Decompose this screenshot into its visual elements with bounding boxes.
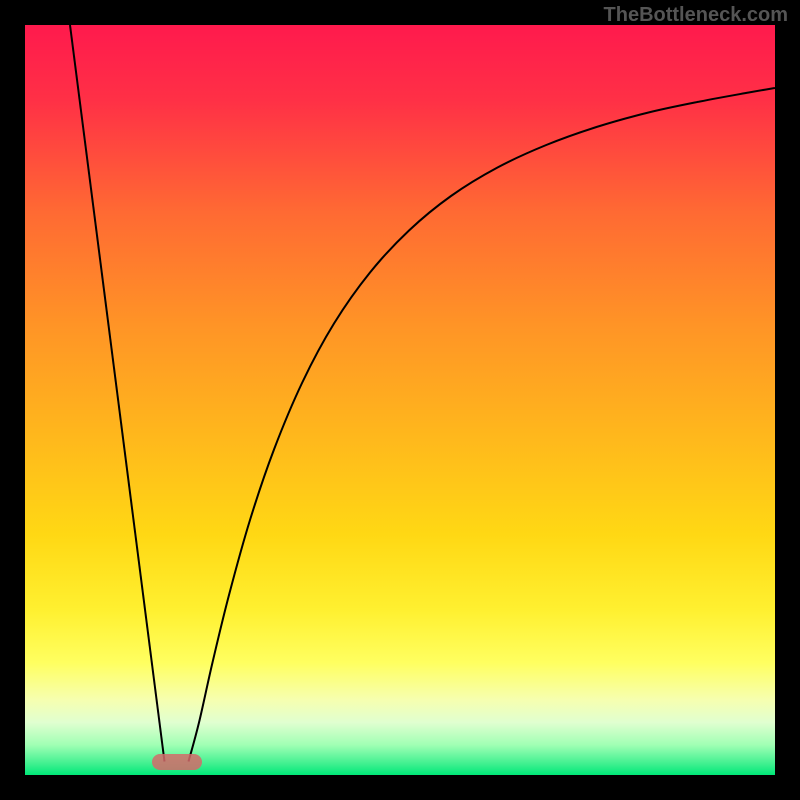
chart-container: TheBottleneck.com — [0, 0, 800, 800]
plot-area — [25, 25, 775, 775]
bottleneck-marker — [152, 754, 202, 770]
left-line — [70, 25, 165, 762]
watermark-text: TheBottleneck.com — [604, 4, 788, 27]
right-curve — [189, 88, 776, 762]
curves-layer — [25, 25, 775, 775]
